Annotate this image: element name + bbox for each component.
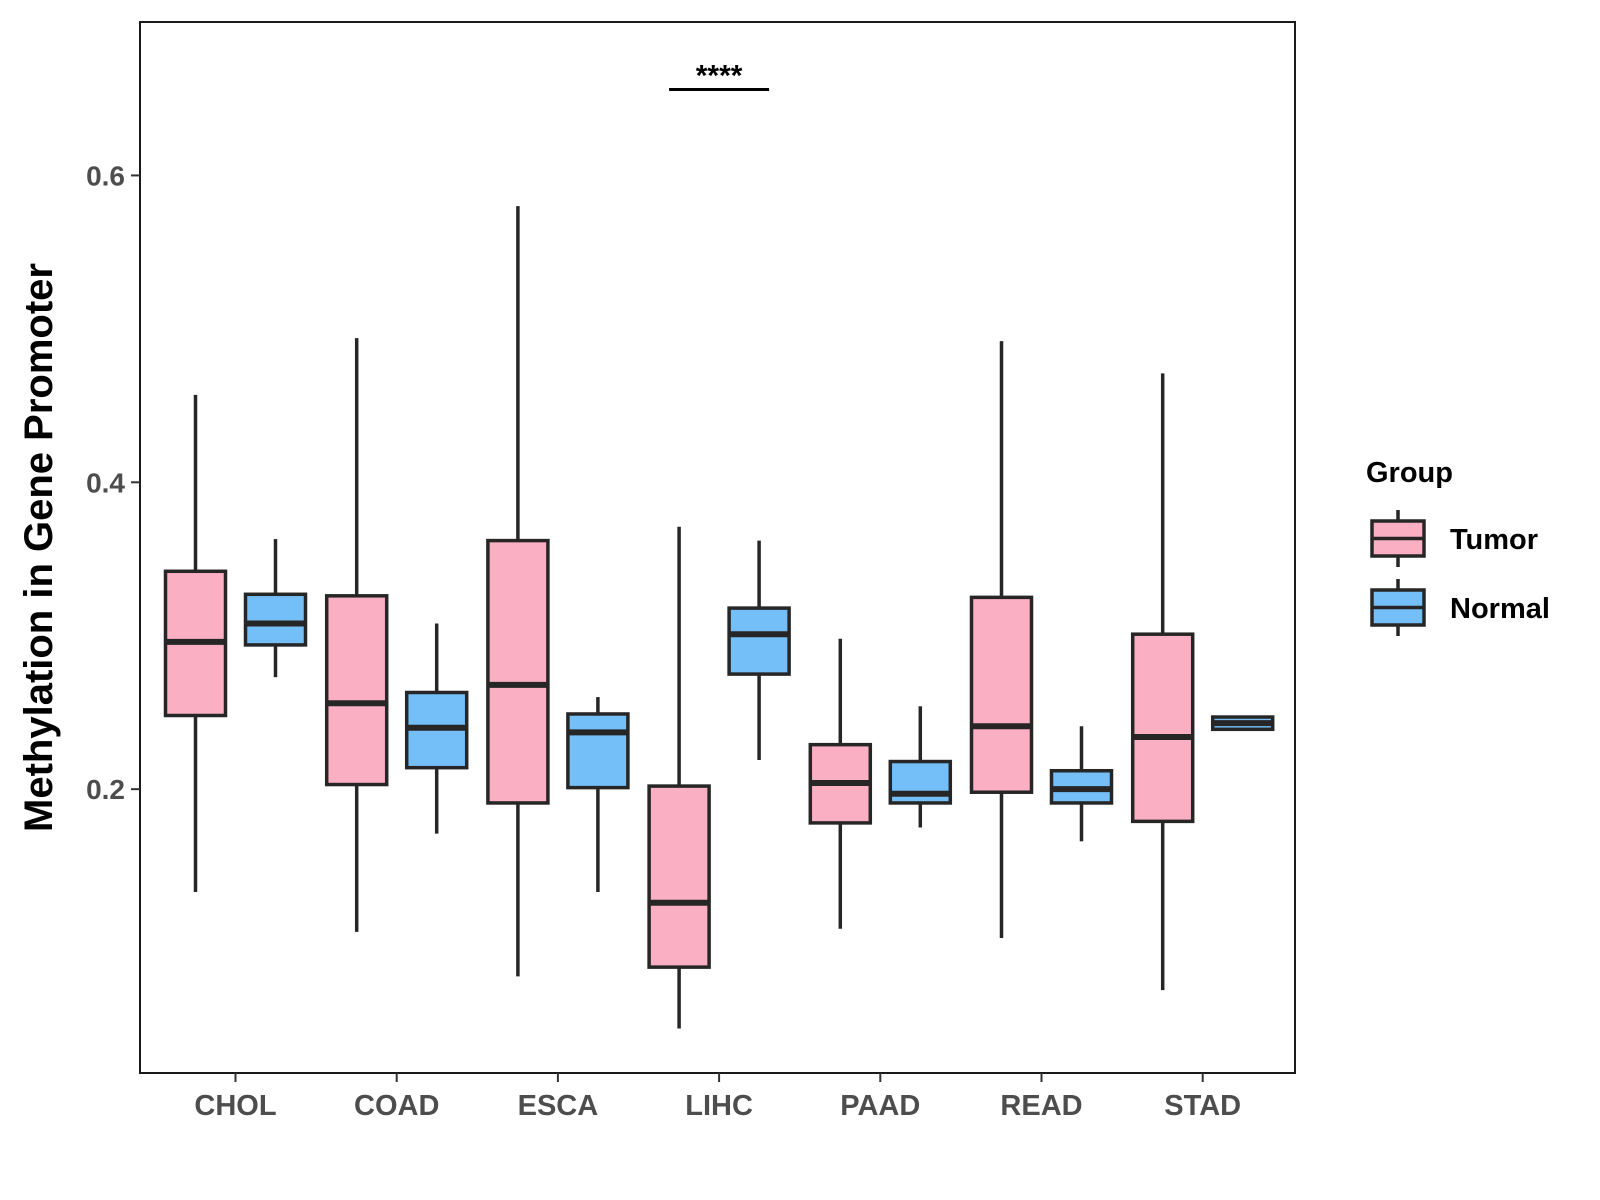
x-axis: CHOL COAD ESCA LIHC PAAD READ STAD bbox=[194, 1073, 1241, 1122]
plot-panel-border bbox=[139, 21, 1296, 1074]
box-iqr bbox=[969, 595, 1034, 794]
x-tick-label: LIHC bbox=[685, 1090, 753, 1122]
box-iqr bbox=[1130, 632, 1195, 824]
box-normal-paad bbox=[888, 706, 953, 828]
x-tick-label: CHOL bbox=[194, 1090, 276, 1122]
y-axis: 0.2 0.4 0.6 bbox=[86, 160, 140, 805]
legend: Group Tumor Normal bbox=[1366, 457, 1550, 636]
y-tick-label: 0.4 bbox=[86, 467, 125, 498]
x-tick-label: STAD bbox=[1164, 1090, 1241, 1122]
box-normal-esca bbox=[566, 697, 630, 892]
box-tumor-lihc bbox=[647, 526, 711, 1029]
box-tumor-esca bbox=[486, 206, 550, 977]
y-tick-label: 0.2 bbox=[86, 774, 125, 805]
significance-label: **** bbox=[696, 60, 743, 93]
box-tumor-chol bbox=[163, 394, 228, 892]
legend-label: Tumor bbox=[1450, 524, 1538, 556]
box-tumor-coad bbox=[324, 338, 389, 932]
box-normal-coad bbox=[404, 623, 469, 834]
box-iqr bbox=[727, 606, 791, 676]
legend-title: Group bbox=[1366, 457, 1453, 489]
box-tumor-read bbox=[969, 341, 1034, 938]
boxes-layer bbox=[163, 206, 1275, 1029]
box-normal-chol bbox=[243, 539, 308, 678]
x-tick-label: ESCA bbox=[518, 1090, 599, 1122]
y-tick-label: 0.6 bbox=[86, 160, 125, 191]
box-tumor-stad bbox=[1130, 373, 1195, 991]
box-iqr bbox=[486, 538, 550, 805]
x-tick-label: PAAD bbox=[840, 1090, 920, 1122]
box-iqr bbox=[324, 594, 389, 787]
box-iqr bbox=[243, 592, 308, 647]
box-iqr bbox=[566, 712, 630, 790]
x-tick-label: COAD bbox=[354, 1090, 439, 1122]
legend-label: Normal bbox=[1450, 593, 1550, 625]
annotations-layer: **** bbox=[669, 60, 770, 93]
y-axis-title: Methylation in Gene Promoter bbox=[17, 263, 61, 832]
box-normal-stad bbox=[1210, 715, 1275, 732]
legend-items: Tumor Normal bbox=[1370, 510, 1550, 636]
legend-item-tumor: Tumor bbox=[1370, 510, 1538, 567]
box-iqr bbox=[647, 784, 711, 969]
legend-item-normal: Normal bbox=[1370, 579, 1550, 636]
x-tick-label: READ bbox=[1000, 1090, 1082, 1122]
box-tumor-paad bbox=[808, 638, 873, 929]
box-normal-read bbox=[1049, 726, 1114, 842]
box-normal-lihc bbox=[727, 540, 791, 761]
